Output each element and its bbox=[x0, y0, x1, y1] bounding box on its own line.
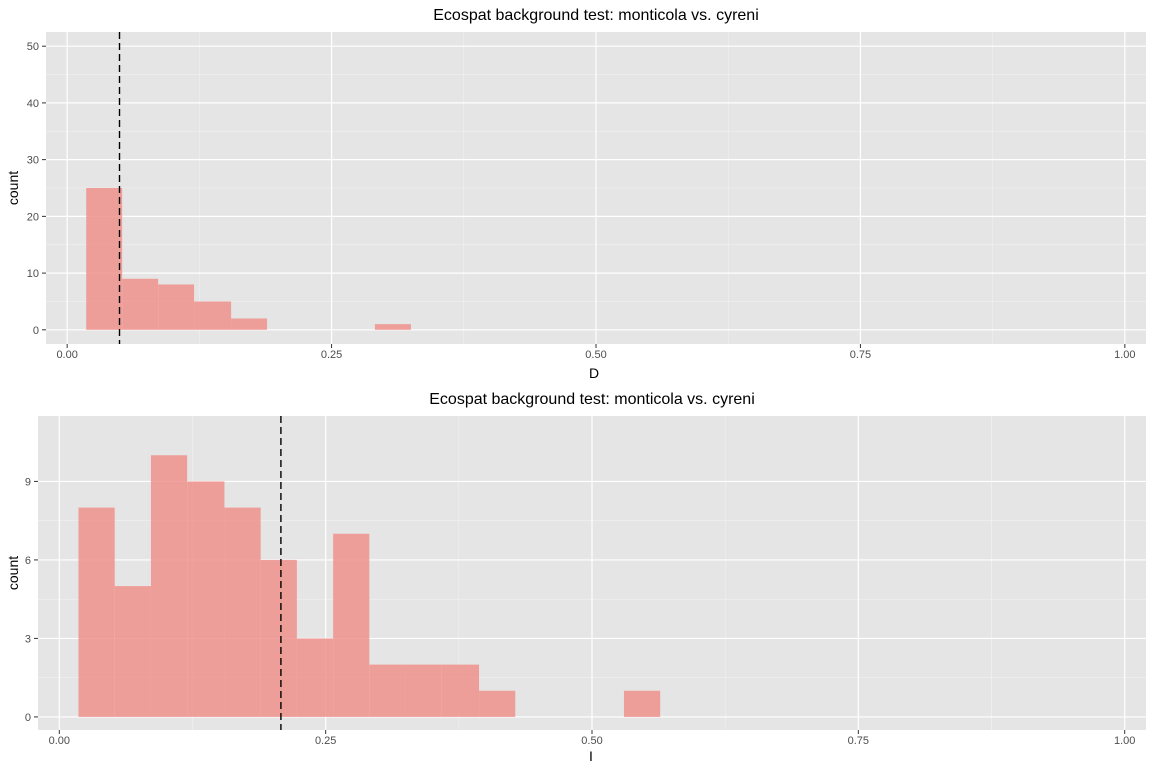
grid-lines bbox=[46, 32, 1146, 344]
chart-title-i: Ecospat background test: monticola vs. c… bbox=[429, 391, 755, 408]
x-tick-label: 0.25 bbox=[315, 735, 336, 747]
histogram-bar bbox=[333, 533, 370, 717]
histogram-bar bbox=[150, 455, 188, 717]
histogram-bars bbox=[86, 188, 411, 330]
x-tick-label: 1.00 bbox=[1114, 735, 1135, 747]
x-tick-label: 1.00 bbox=[1114, 349, 1135, 361]
y-tick-label: 20 bbox=[27, 211, 39, 223]
histogram-bar bbox=[374, 324, 411, 330]
x-tick-label: 0.00 bbox=[49, 735, 70, 747]
y-axis-title-i: count bbox=[5, 556, 21, 590]
y-tick-label: 30 bbox=[27, 155, 39, 167]
x-tick-label: 0.50 bbox=[585, 349, 606, 361]
histogram-bars bbox=[78, 455, 661, 717]
histogram-bar bbox=[224, 507, 261, 717]
histogram-bar bbox=[114, 586, 151, 717]
histogram-bar bbox=[369, 664, 406, 717]
histogram-bar bbox=[260, 559, 297, 717]
histogram-bar bbox=[623, 690, 661, 717]
histogram-bar bbox=[479, 690, 516, 717]
y-tick-label: 0 bbox=[33, 325, 39, 337]
chart-title-d: Ecospat background test: monticola vs. c… bbox=[433, 7, 759, 24]
x-axis-title-d: D bbox=[589, 365, 599, 381]
histogram-bar bbox=[86, 188, 123, 330]
x-tick-label: 0.00 bbox=[56, 349, 77, 361]
chart-panel-d: Ecospat background test: monticola vs. c… bbox=[5, 7, 1146, 381]
y-axis-title-d: count bbox=[5, 171, 21, 205]
histogram-bar bbox=[441, 664, 480, 717]
y-tick-label: 6 bbox=[25, 555, 31, 567]
y-tick-label: 0 bbox=[25, 712, 31, 724]
x-tick-label: 0.50 bbox=[581, 735, 602, 747]
histogram-bar bbox=[231, 318, 268, 330]
x-tick-labels: 0.00 0.25 0.50 0.75 1.00 bbox=[56, 344, 1136, 361]
histogram-bar bbox=[187, 481, 225, 717]
y-tick-labels: 0 10 20 30 40 50 bbox=[27, 41, 46, 337]
x-tick-labels: 0.00 0.25 0.50 0.75 1.00 bbox=[49, 730, 1135, 747]
y-tick-label: 9 bbox=[25, 476, 31, 488]
histogram-bar bbox=[122, 278, 159, 330]
histogram-bar bbox=[194, 301, 232, 330]
histogram-bar bbox=[296, 638, 334, 717]
y-tick-label: 3 bbox=[25, 633, 31, 645]
x-tick-label: 0.25 bbox=[321, 349, 342, 361]
chart-panel-i: Ecospat background test: monticola vs. c… bbox=[5, 391, 1146, 764]
y-tick-label: 50 bbox=[27, 41, 39, 53]
y-tick-label: 10 bbox=[27, 268, 39, 280]
x-tick-label: 0.75 bbox=[850, 349, 871, 361]
histogram-bar bbox=[78, 507, 115, 717]
y-tick-labels: 0 3 6 9 bbox=[25, 476, 38, 724]
y-tick-label: 40 bbox=[27, 98, 39, 110]
x-tick-label: 0.75 bbox=[848, 735, 869, 747]
x-axis-title-i: I bbox=[589, 748, 593, 764]
histogram-bar bbox=[405, 664, 442, 717]
histogram-bar bbox=[158, 284, 195, 330]
